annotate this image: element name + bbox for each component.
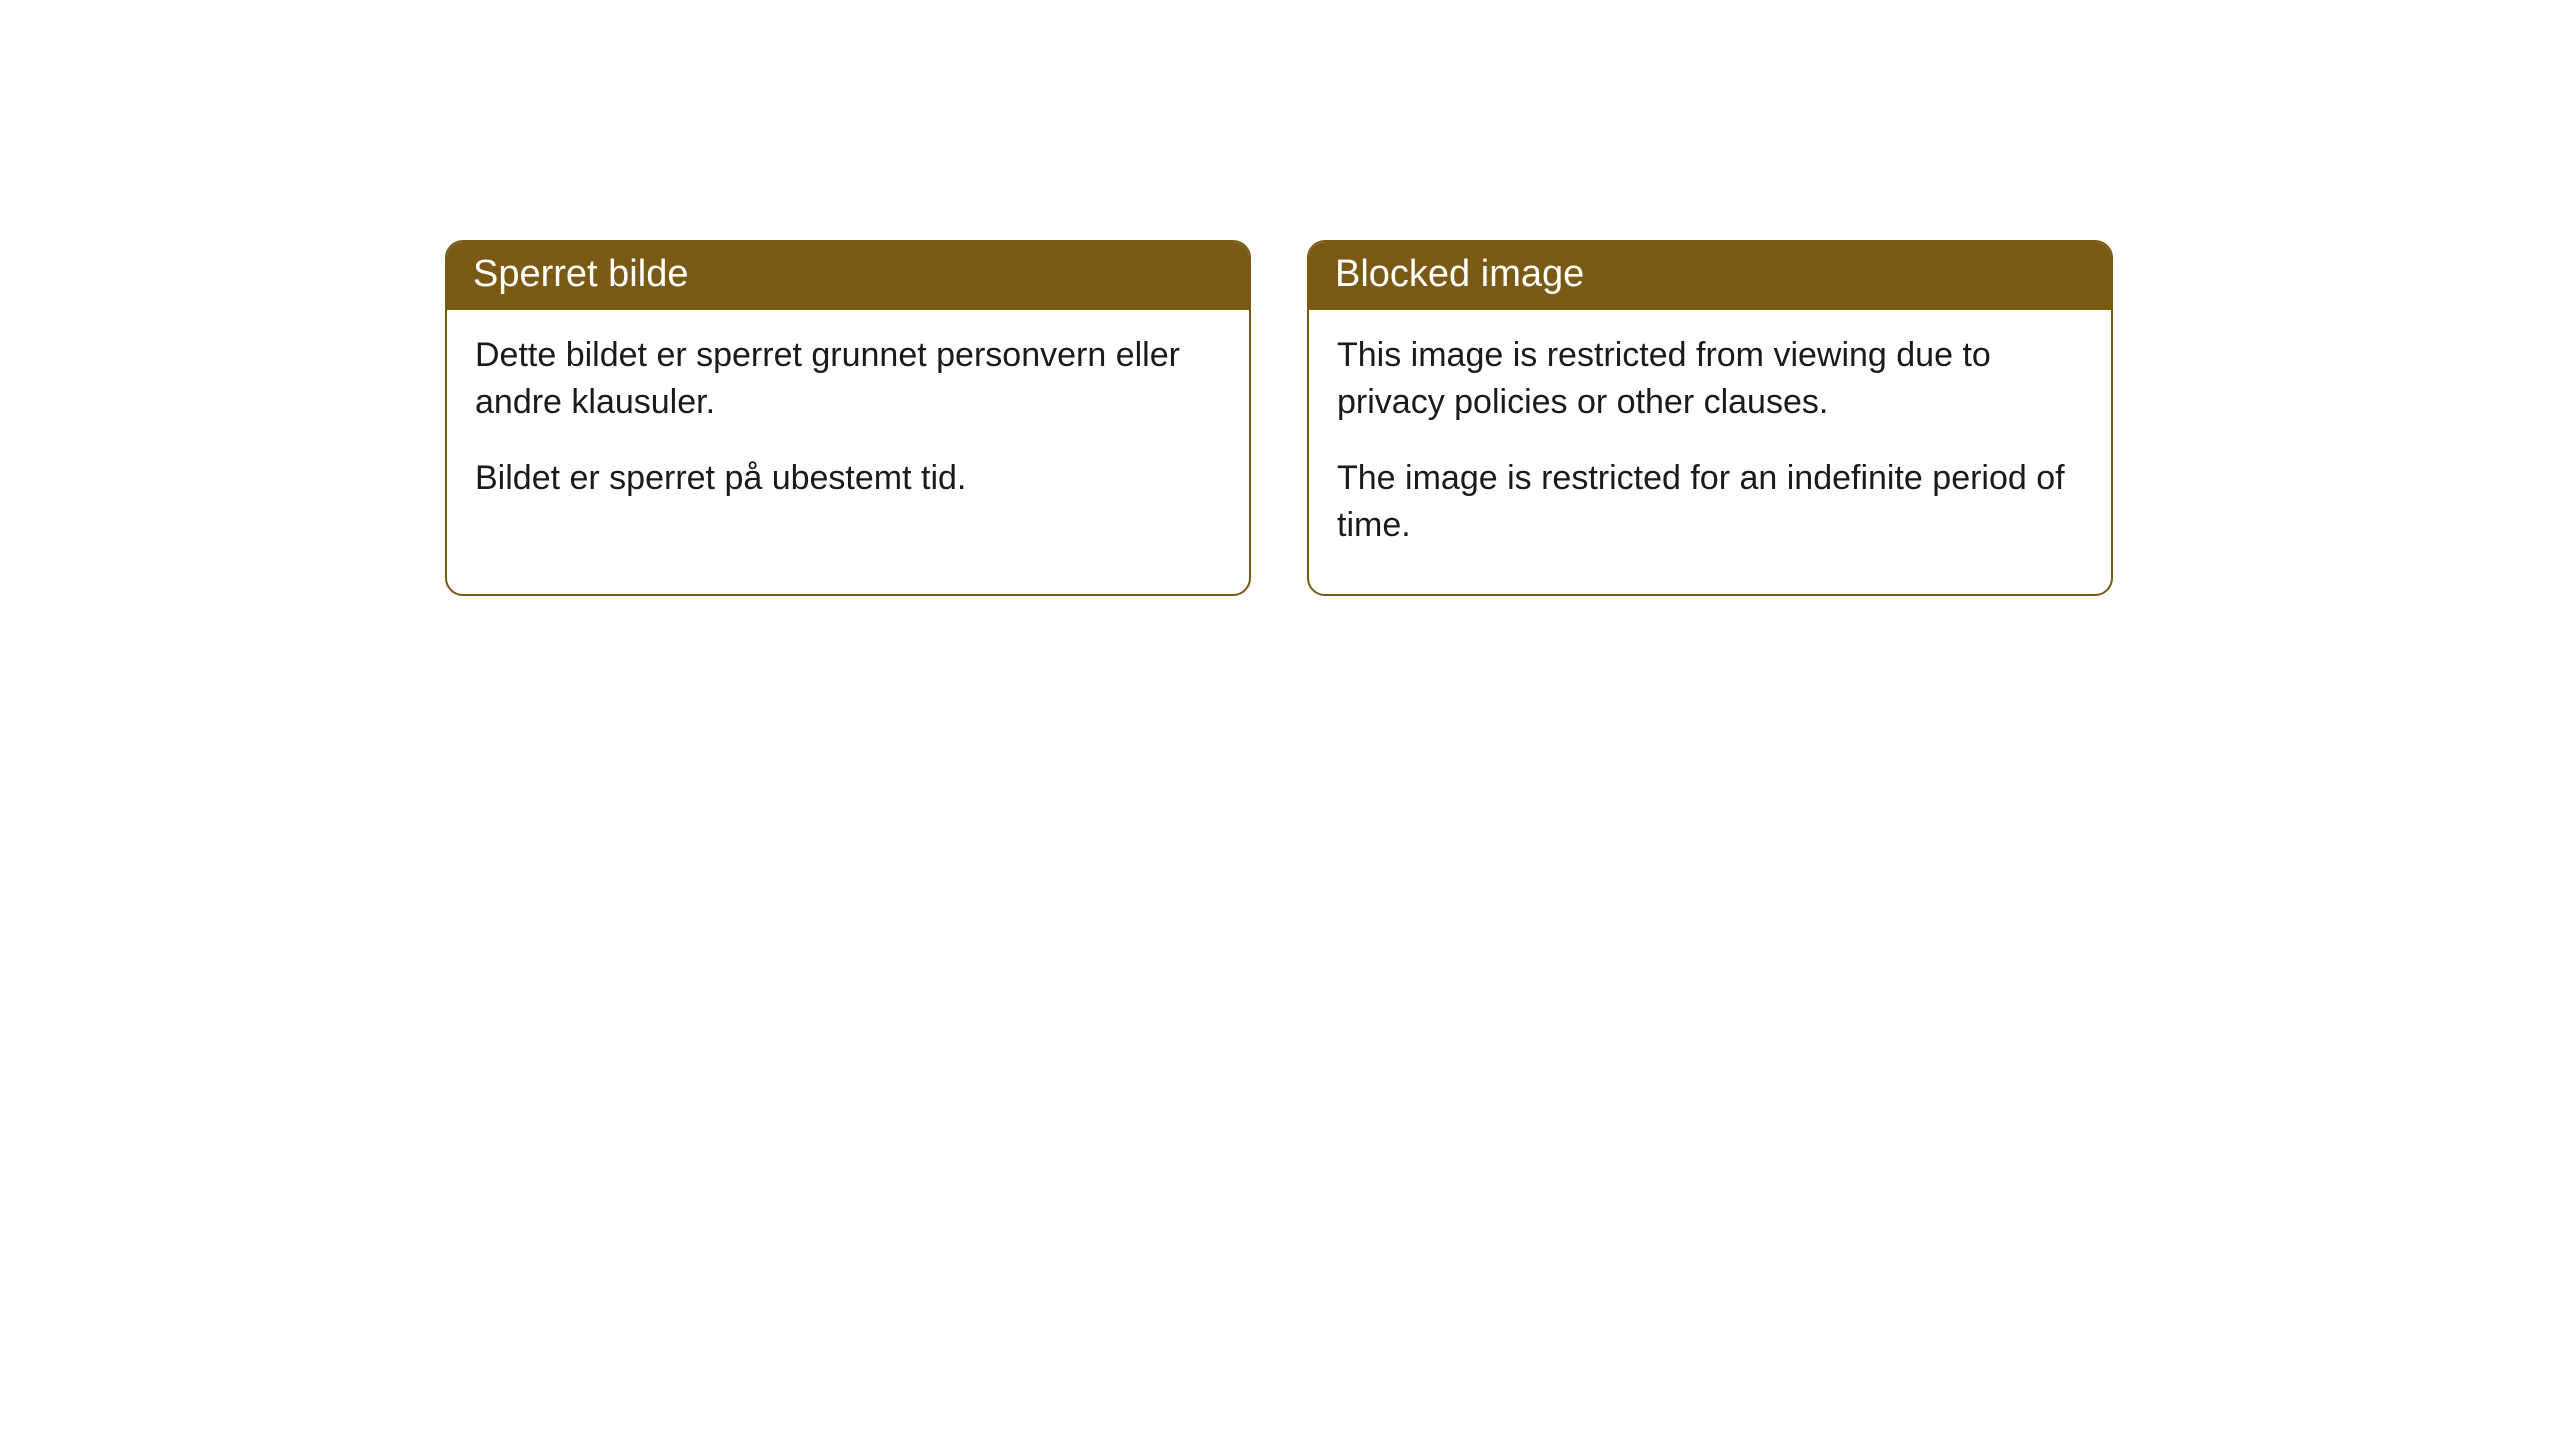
- card-paragraph: The image is restricted for an indefinit…: [1337, 455, 2083, 550]
- card-body: This image is restricted from viewing du…: [1309, 310, 2111, 594]
- notice-card-norwegian: Sperret bilde Dette bildet er sperret gr…: [445, 240, 1251, 596]
- card-paragraph: This image is restricted from viewing du…: [1337, 332, 2083, 427]
- card-header: Blocked image: [1309, 242, 2111, 310]
- card-body: Dette bildet er sperret grunnet personve…: [447, 310, 1249, 547]
- card-header: Sperret bilde: [447, 242, 1249, 310]
- card-paragraph: Dette bildet er sperret grunnet personve…: [475, 332, 1221, 427]
- card-paragraph: Bildet er sperret på ubestemt tid.: [475, 455, 1221, 503]
- notice-card-english: Blocked image This image is restricted f…: [1307, 240, 2113, 596]
- notice-cards-container: Sperret bilde Dette bildet er sperret gr…: [0, 0, 2560, 596]
